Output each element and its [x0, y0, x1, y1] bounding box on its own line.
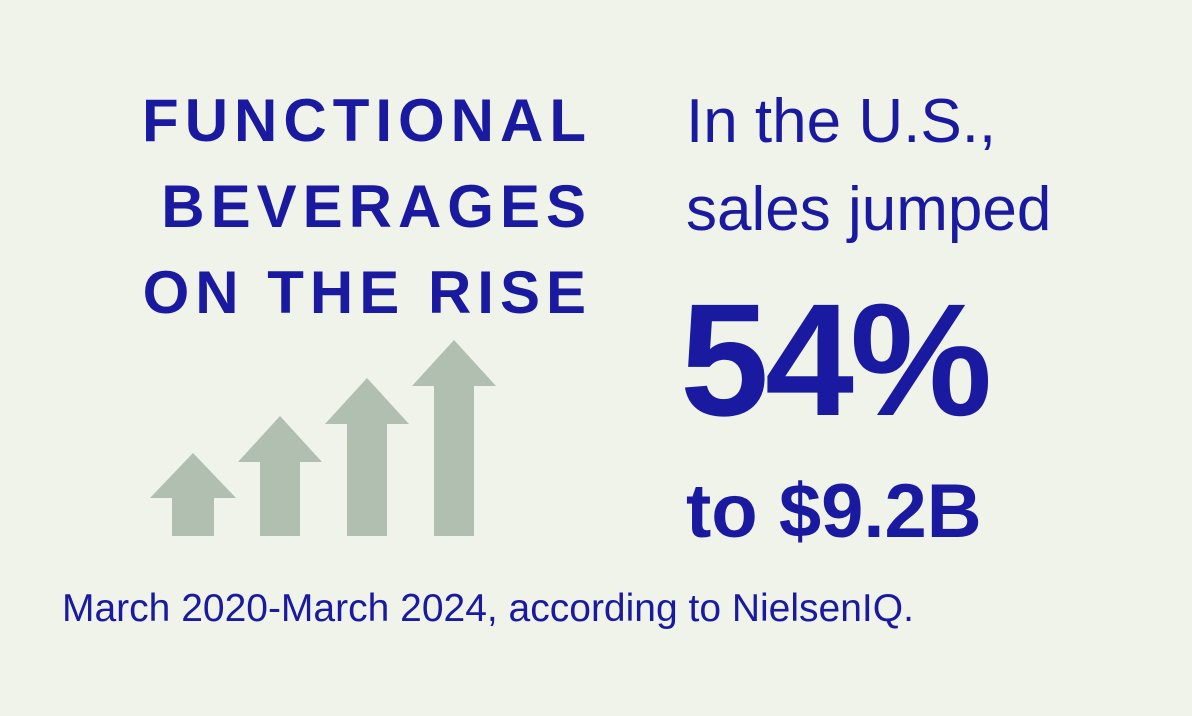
rising-arrows-graphic — [150, 340, 496, 536]
source-footnote: March 2020-March 2024, according to Niel… — [62, 587, 914, 630]
up-arrow-icon — [412, 340, 496, 536]
up-arrow-icon — [325, 378, 409, 536]
stat-intro-line-2: sales jumped — [686, 175, 1052, 244]
sales-amount: to $9.2B — [686, 469, 982, 554]
headline-line-2: BEVERAGES — [161, 173, 592, 240]
stat-intro-line-1: In the U.S., — [686, 87, 997, 156]
headline-line-1: FUNCTIONAL — [142, 87, 592, 154]
stat-intro: In the U.S., sales jumped — [686, 78, 1051, 254]
headline-line-3: ON THE RISE — [142, 259, 592, 326]
sales-growth-percent: 54% — [680, 270, 992, 449]
headline: FUNCTIONAL BEVERAGES ON THE RISE — [142, 78, 592, 336]
up-arrow-icon — [150, 453, 236, 536]
up-arrow-icon — [238, 416, 322, 536]
